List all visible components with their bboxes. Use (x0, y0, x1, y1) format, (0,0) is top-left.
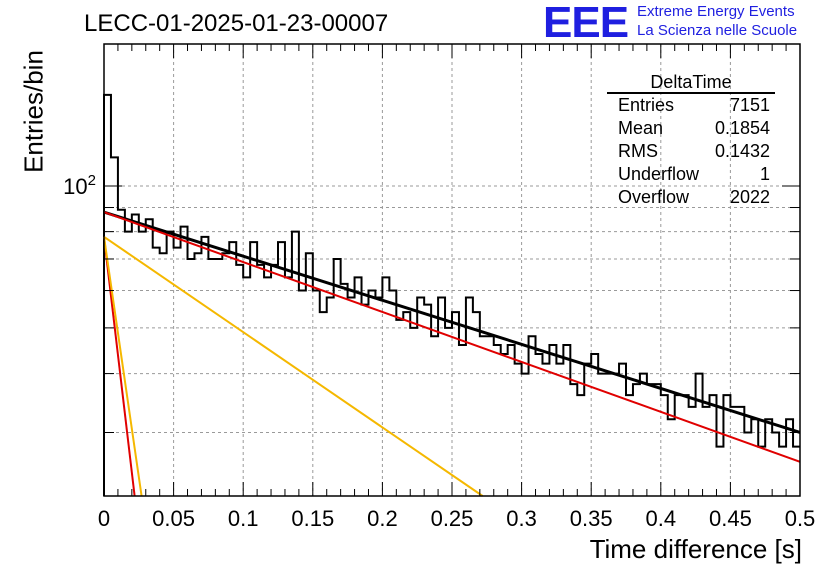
stat-row-mean: Mean 0.1854 (611, 117, 779, 140)
stat-value: 1 (759, 164, 770, 184)
stat-label: RMS (618, 141, 658, 161)
stat-row-underflow: Underflow 1 (611, 163, 779, 186)
curve-medium-component (103, 235, 484, 497)
stat-value: 2022 (729, 187, 770, 207)
stat-value: 0.1432 (714, 141, 770, 161)
curve-fast-component-yellow (103, 236, 143, 497)
x-axis-label: Time difference [s] (589, 534, 802, 564)
chart-title: LECC-01-2025-01-23-00007 (84, 10, 389, 37)
stat-label: Overflow (618, 187, 690, 207)
stat-value: 0.1854 (714, 118, 770, 138)
stats-title: DeltaTime (607, 72, 775, 94)
curve-slow-component (103, 211, 801, 463)
y-axis-label: Entries/bin (18, 50, 49, 173)
stat-row-overflow: Overflow 2022 (611, 186, 779, 209)
x-tick-label: 0.5 (785, 506, 816, 531)
stat-row-entries: Entries 7151 (611, 94, 779, 117)
y-tick-label: 102 (63, 172, 96, 199)
stats-box: DeltaTime Entries 7151 Mean 0.1854 RMS 0… (607, 72, 779, 210)
x-tick-label: 0.1 (228, 506, 259, 531)
x-tick-label: 0.2 (367, 506, 398, 531)
stat-value: 7151 (729, 95, 770, 115)
grid (104, 44, 800, 496)
stat-row-rms: RMS 0.1432 (611, 140, 779, 163)
stat-label: Underflow (618, 164, 700, 184)
eee-logo: EEE (543, 0, 629, 47)
x-tick-label: 0.4 (646, 506, 677, 531)
x-tick-label: 0 (98, 506, 110, 531)
stat-label: Mean (618, 118, 664, 138)
eee-subtitle: Extreme Energy Events La Scienza nelle S… (637, 2, 797, 40)
eee-line-2: La Scienza nelle Scuole (637, 22, 798, 39)
x-tick-label: 0.45 (709, 506, 752, 531)
axes: 0 0.05 0.1 0.15 0.2 0.25 0.3 0.35 0.4 0.45 0.5 102 (63, 43, 816, 531)
eee-line-1: Extreme Energy Events (637, 3, 795, 20)
x-tick-label: 0.05 (152, 506, 195, 531)
curve-fit (103, 210, 801, 434)
x-tick-label: 0.15 (291, 506, 334, 531)
curve-fast-component-red (103, 236, 136, 497)
fit-curves (103, 210, 801, 497)
stat-label: Entries (618, 95, 675, 115)
x-tick-label: 0.35 (570, 506, 613, 531)
x-tick-label: 0.25 (431, 506, 474, 531)
x-tick-label: 0.3 (506, 506, 537, 531)
